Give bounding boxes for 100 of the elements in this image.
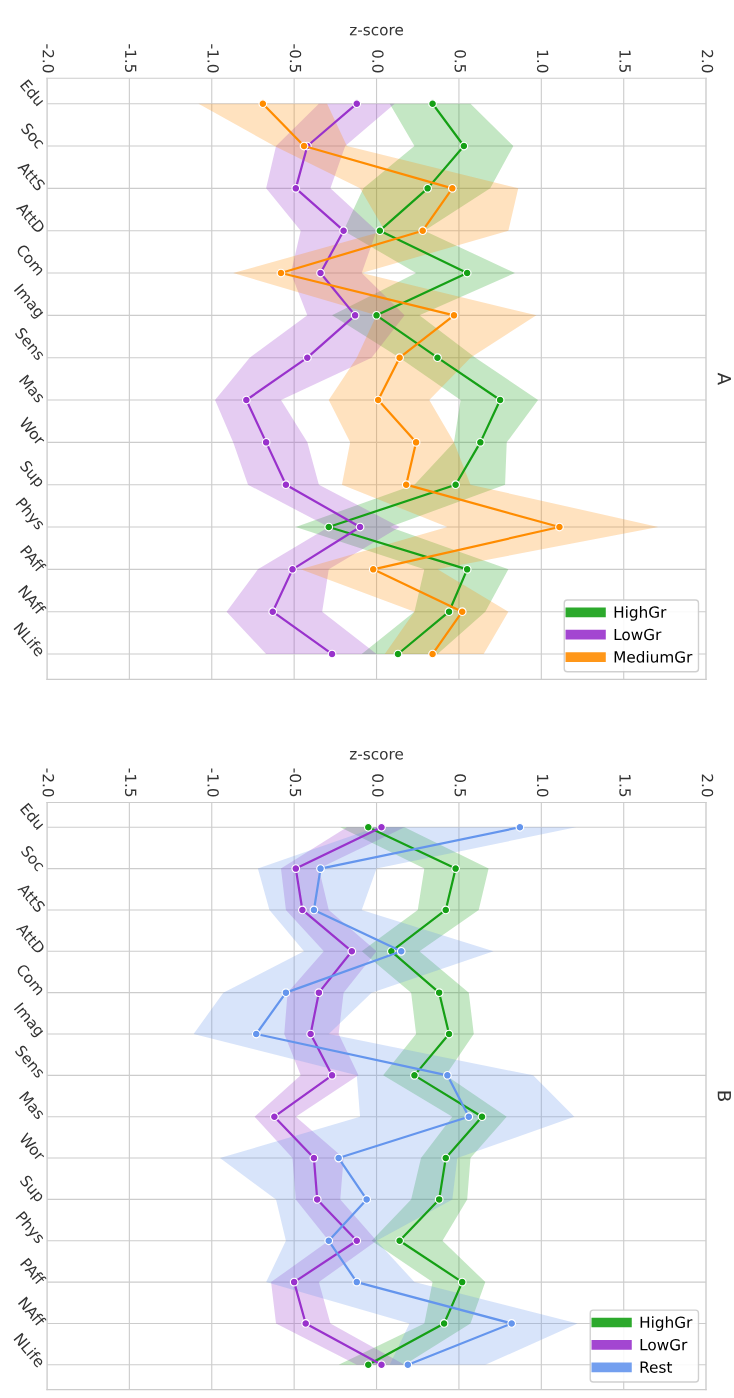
- x-axis-title: z-score: [349, 750, 404, 760]
- point: [555, 522, 564, 532]
- point: [372, 310, 381, 320]
- x-tick-label: -2.0: [42, 768, 55, 797]
- x-tick-label: -0.5: [289, 44, 302, 73]
- point: [428, 99, 437, 109]
- point: [316, 864, 325, 873]
- point: [270, 1112, 279, 1122]
- point: [459, 141, 469, 151]
- point: [291, 864, 301, 873]
- x-tick-label: -1.5: [124, 44, 137, 73]
- x-tick-label: 0.5: [454, 50, 467, 73]
- point: [418, 226, 428, 236]
- point: [368, 564, 378, 574]
- x-tick-label: 0.0: [372, 774, 384, 797]
- point: [395, 1236, 404, 1246]
- text: A: [717, 372, 731, 385]
- point: [433, 353, 442, 363]
- x-axis-title: z-score: [349, 26, 404, 36]
- point: [261, 437, 271, 447]
- point: [401, 480, 411, 490]
- legend-label: LowGr: [640, 1338, 688, 1351]
- point: [393, 649, 403, 659]
- legend-label: HighGr: [614, 606, 667, 621]
- point: [434, 988, 444, 998]
- point: [352, 99, 362, 109]
- x-tick-label: -1.0: [207, 44, 219, 73]
- point: [439, 1319, 449, 1328]
- point: [327, 649, 337, 659]
- point: [316, 268, 325, 278]
- point: [375, 226, 385, 236]
- x-tick-label: -2.0: [42, 44, 55, 73]
- x-tick-label: -1.5: [124, 768, 137, 797]
- point: [281, 988, 291, 998]
- legend-label: LowGr: [614, 628, 662, 641]
- point: [314, 988, 324, 998]
- point: [268, 607, 278, 617]
- legend-label: MediumGr: [614, 650, 693, 663]
- point: [288, 564, 297, 574]
- point: [441, 1153, 451, 1163]
- point: [291, 183, 301, 193]
- point: [298, 905, 307, 915]
- point: [363, 822, 373, 832]
- x-tick-label: 1.0: [536, 774, 549, 797]
- point: [373, 395, 383, 405]
- point: [276, 268, 286, 278]
- point: [395, 353, 404, 363]
- point: [477, 1112, 487, 1122]
- point: [258, 99, 268, 109]
- point: [339, 226, 348, 236]
- point: [441, 905, 451, 915]
- point: [462, 268, 472, 278]
- point: [251, 1029, 261, 1039]
- point: [495, 395, 505, 405]
- point: [457, 607, 467, 617]
- point: [352, 1277, 362, 1287]
- point: [350, 310, 360, 320]
- point: [428, 649, 437, 659]
- point: [464, 1112, 474, 1122]
- point: [334, 1153, 344, 1163]
- point: [309, 905, 319, 915]
- point: [457, 1277, 467, 1287]
- point: [281, 480, 291, 490]
- x-tick-label: -0.5: [289, 768, 302, 797]
- point: [475, 437, 485, 447]
- point: [449, 310, 459, 320]
- x-tick-label: 2.0: [701, 774, 714, 797]
- x-tick-label: -1.0: [207, 768, 219, 797]
- point: [507, 1319, 517, 1328]
- point: [324, 1236, 334, 1246]
- point: [352, 1236, 362, 1246]
- point: [301, 1319, 311, 1328]
- point: [447, 183, 457, 193]
- x-tick-label: 1.0: [536, 50, 549, 73]
- point: [451, 864, 461, 873]
- point: [515, 822, 525, 832]
- point: [444, 607, 454, 617]
- point: [411, 437, 421, 447]
- legend-label: HighGr: [640, 1316, 693, 1332]
- point: [462, 564, 472, 574]
- point: [434, 1195, 444, 1204]
- x-tick-label: 0.5: [454, 774, 467, 797]
- legend-label: Rest: [640, 1361, 673, 1373]
- point: [355, 522, 365, 532]
- point: [410, 1070, 419, 1080]
- point: [443, 1070, 452, 1080]
- point: [396, 946, 406, 956]
- x-tick-label: 2.0: [701, 50, 714, 73]
- point: [444, 1029, 454, 1039]
- point: [347, 946, 357, 956]
- point: [312, 1195, 322, 1204]
- point: [289, 1277, 299, 1287]
- point: [423, 183, 432, 193]
- point: [241, 395, 251, 405]
- point: [362, 1195, 372, 1204]
- x-tick-label: 1.5: [619, 774, 631, 797]
- text: B: [717, 1091, 731, 1101]
- point: [302, 353, 312, 363]
- point: [306, 1029, 316, 1039]
- point: [327, 1070, 337, 1080]
